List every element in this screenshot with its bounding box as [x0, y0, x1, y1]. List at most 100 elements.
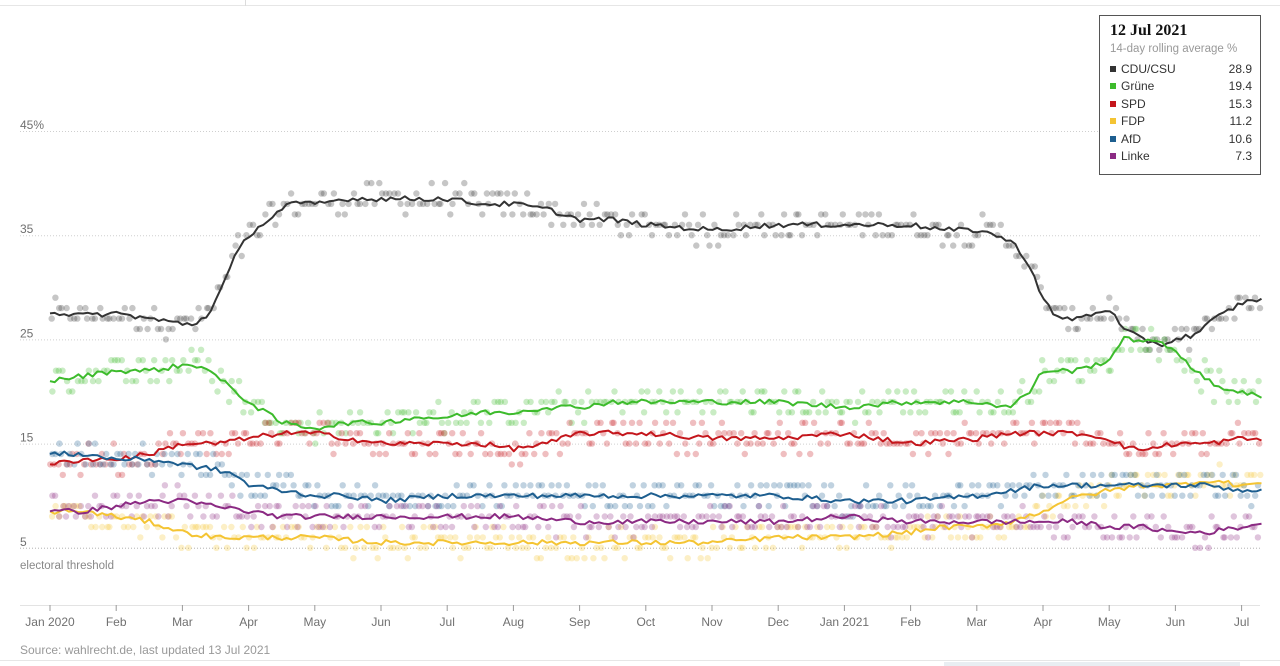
poll-dot — [251, 492, 259, 499]
tooltip-party-value: 7.3 — [1235, 149, 1252, 164]
poll-dot — [810, 398, 817, 406]
poll-dot — [641, 523, 648, 531]
poll-dot — [843, 398, 850, 406]
poll-dot — [954, 440, 961, 447]
poll-dot — [269, 523, 276, 531]
poll-dot — [114, 450, 121, 458]
poll-dot — [1189, 523, 1196, 531]
poll-dot — [1131, 471, 1138, 479]
poll-dot — [729, 523, 736, 531]
poll-dot — [1123, 315, 1130, 322]
poll-dot — [1100, 502, 1108, 510]
poll-dot — [456, 450, 463, 458]
poll-dot — [516, 461, 524, 468]
poll-dot — [120, 523, 128, 531]
poll-dot — [1028, 419, 1036, 426]
poll-dot — [717, 502, 725, 510]
poll-dot — [706, 242, 713, 249]
poll-dot — [1232, 471, 1240, 479]
poll-dot — [1203, 450, 1210, 458]
poll-dot — [581, 419, 588, 426]
poll-dot — [382, 190, 390, 197]
poll-dot — [437, 523, 444, 531]
poll-dot — [743, 440, 750, 447]
poll-dot — [497, 450, 504, 458]
poll-dot — [883, 502, 890, 510]
poll-dot — [378, 190, 386, 197]
poll-dot — [240, 409, 247, 416]
poll-dot — [991, 523, 998, 531]
poll-dot — [939, 440, 946, 447]
poll-dot — [85, 440, 93, 447]
poll-dot — [537, 555, 544, 562]
poll-dot — [740, 502, 747, 510]
poll-dot — [155, 513, 162, 520]
poll-dot — [428, 179, 435, 187]
poll-dot — [979, 513, 986, 520]
poll-dot — [487, 450, 494, 458]
poll-dot — [1045, 492, 1052, 499]
poll-dot — [794, 523, 802, 531]
poll-dot — [195, 304, 202, 312]
poll-dot — [1234, 294, 1241, 301]
poll-dot — [466, 534, 474, 541]
poll-dot — [939, 242, 946, 249]
poll-dot — [1050, 377, 1058, 385]
poll-dot — [457, 555, 464, 562]
poll-dot — [709, 513, 717, 520]
poll-dot — [733, 211, 740, 218]
poll-dot — [179, 430, 187, 437]
poll-dot — [1116, 534, 1123, 541]
poll-dot — [448, 409, 455, 416]
poll-dot — [785, 232, 792, 239]
poll-dot — [578, 398, 585, 406]
poll-dot — [663, 502, 670, 510]
poll-dot — [1108, 471, 1115, 479]
poll-dot — [685, 221, 693, 228]
poll-dot — [1216, 461, 1223, 468]
poll-dot — [1097, 430, 1104, 437]
poll-dot — [199, 430, 207, 437]
poll-dot — [246, 221, 253, 228]
poll-dot — [214, 284, 221, 291]
poll-dot — [236, 513, 243, 520]
poll-dot — [593, 200, 600, 208]
poll-dot — [759, 440, 766, 447]
tooltip-party-name: AfD — [1121, 131, 1142, 146]
poll-dot — [674, 513, 681, 520]
poll-dot — [184, 450, 191, 458]
poll-dot — [944, 430, 951, 437]
poll-dot — [172, 534, 180, 541]
poll-dot — [231, 430, 239, 437]
poll-dot — [1237, 492, 1244, 499]
poll-dot — [568, 419, 575, 426]
poll-dot — [1142, 346, 1149, 353]
poll-dot — [59, 471, 66, 479]
poll-dot — [689, 523, 696, 531]
poll-dot — [1126, 534, 1133, 541]
poll-dot — [774, 523, 781, 531]
poll-dot — [717, 388, 724, 395]
tooltip-party-name: FDP — [1121, 114, 1145, 129]
poll-dot — [973, 534, 980, 541]
poll-dot — [586, 211, 593, 218]
poll-dot — [326, 523, 334, 531]
x-tick-label: Jul — [1234, 615, 1249, 629]
poll-dot — [918, 430, 925, 437]
poll-dot — [419, 200, 427, 208]
poll-dot — [261, 419, 269, 426]
poll-dot — [794, 523, 802, 531]
poll-dot — [975, 482, 982, 489]
poll-dot — [888, 544, 895, 551]
poll-dot — [265, 419, 272, 426]
poll-dot — [1041, 513, 1048, 520]
poll-dot — [1145, 346, 1153, 353]
poll-dot — [165, 325, 172, 333]
poll-dot — [924, 502, 932, 510]
poll-dot — [1123, 450, 1130, 458]
poll-dot — [883, 440, 890, 447]
poll-dot — [824, 440, 832, 447]
poll-dot — [1222, 492, 1229, 499]
tooltip-row: FDP 11.2 — [1110, 113, 1252, 131]
poll-dot — [203, 450, 210, 458]
